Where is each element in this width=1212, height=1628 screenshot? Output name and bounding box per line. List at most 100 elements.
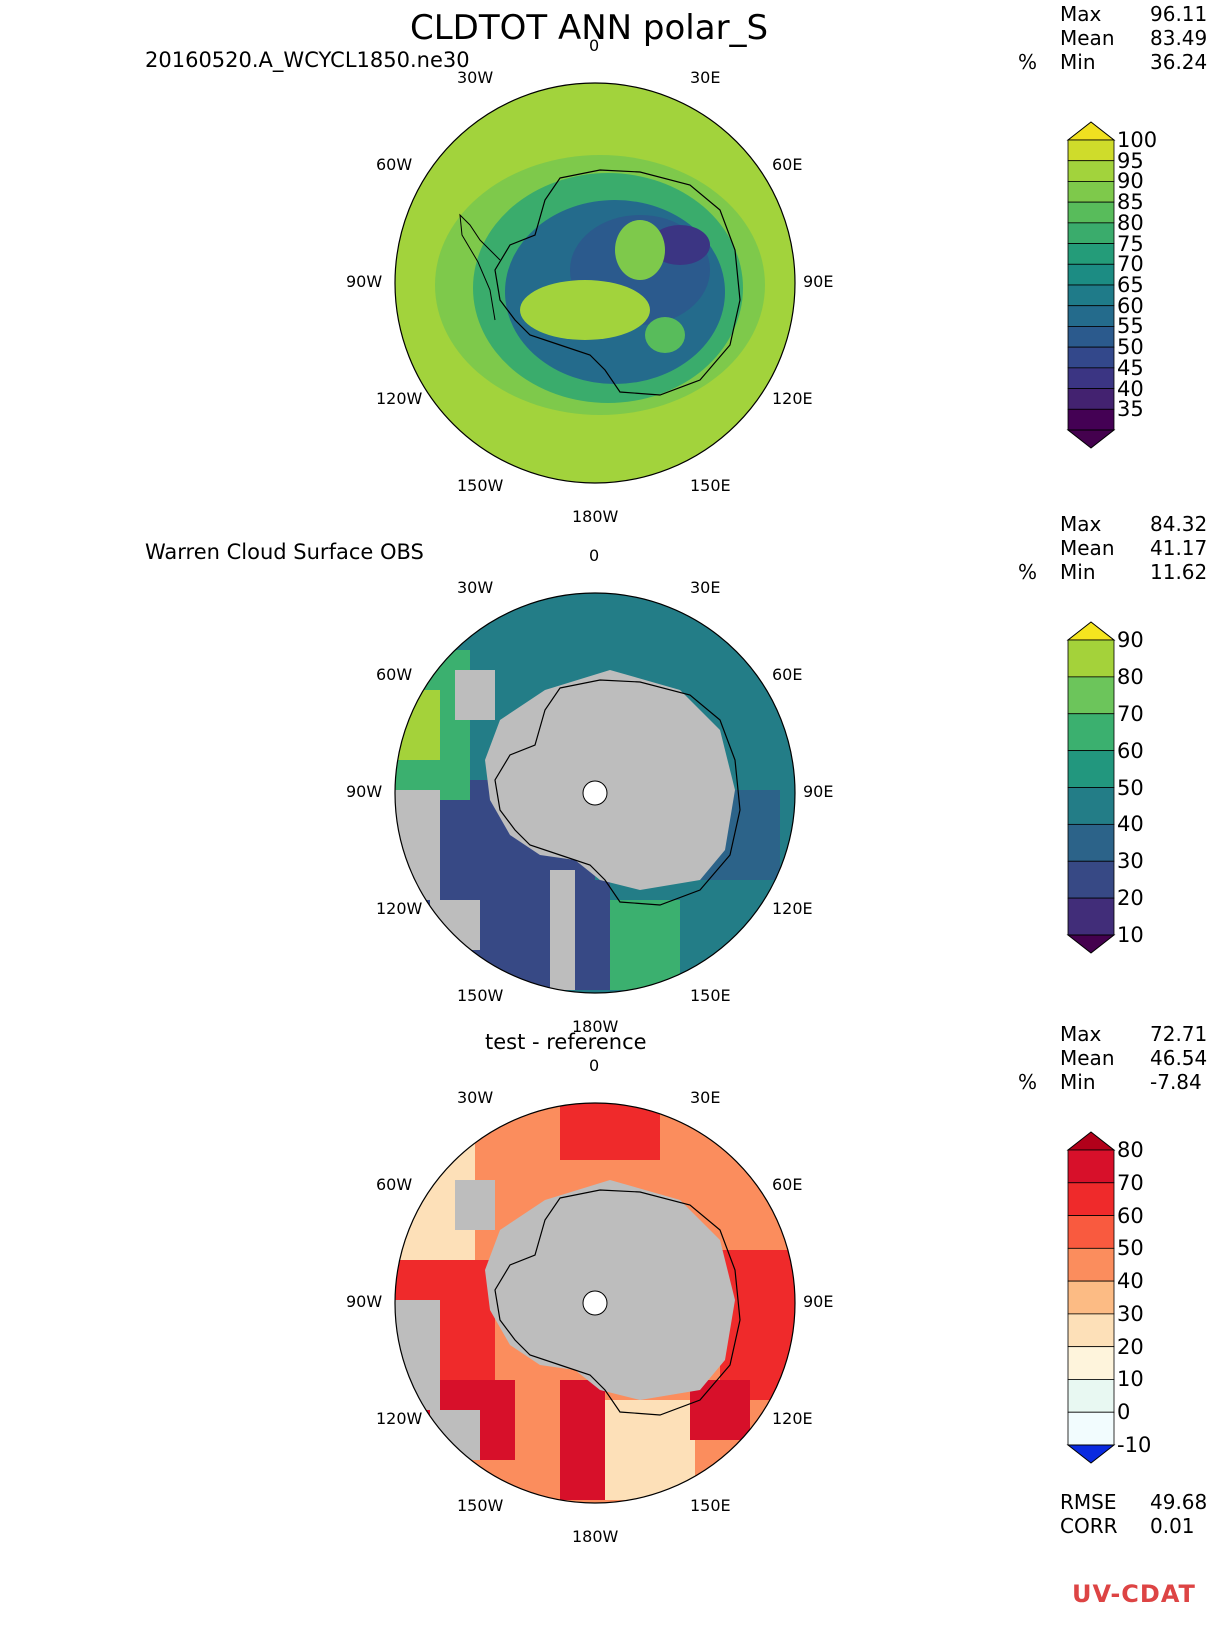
lon-label: 0	[589, 36, 600, 55]
colorbar-tick-label: 70	[1117, 252, 1144, 277]
colorbar-swatch	[1067, 1247, 1115, 1282]
colorbar-swatch	[1067, 676, 1115, 715]
colorbar-tick-label: 20	[1117, 1334, 1144, 1359]
rmse-value: 49.68	[1150, 1490, 1208, 1514]
colorbar-tick-label: 45	[1117, 355, 1144, 380]
lon-label: 90E	[803, 1292, 834, 1311]
pole-marker	[582, 1290, 608, 1316]
lon-label: 0	[589, 1056, 600, 1075]
antarctica-coastline	[494, 169, 741, 396]
colorbar-tick-label: 70	[1117, 701, 1144, 726]
antarctica-coastline	[494, 1189, 741, 1416]
colorbar-tick-label: 60	[1117, 293, 1144, 318]
stat-label: Min	[1060, 50, 1096, 74]
colorbar-swatch	[1067, 897, 1115, 936]
colorbar-tick-label: 20	[1117, 886, 1144, 911]
colorbar-swatch	[1067, 1346, 1115, 1380]
colorbar-swatch	[1067, 305, 1115, 327]
colorbar-swatch	[1067, 639, 1115, 678]
lon-label: 120E	[772, 1409, 813, 1428]
antarctica-coastline	[494, 679, 741, 906]
colorbar-swatch	[1067, 263, 1115, 286]
colorbar-tick-label: 30	[1117, 849, 1144, 874]
colorbar-swatch	[1067, 346, 1115, 369]
stat-label: Max	[1060, 1022, 1102, 1046]
colorbar-swatch	[1067, 222, 1115, 244]
lon-label: 90W	[346, 272, 383, 291]
lon-label: 180W	[572, 1017, 619, 1036]
lon-label: 60E	[772, 665, 803, 684]
stat-label: Min	[1060, 560, 1096, 584]
pole-marker	[582, 780, 608, 806]
colorbar-swatch	[1067, 1215, 1115, 1249]
colorbar-swatch	[1067, 367, 1115, 389]
colorbar-tick-label: 60	[1117, 1203, 1144, 1228]
colorbar-swatch	[1067, 388, 1115, 410]
test-map	[394, 82, 796, 484]
test-colorbar	[1066, 121, 1116, 449]
stat-label: Mean	[1060, 26, 1115, 50]
lon-label: 90W	[346, 782, 383, 801]
stat-label: Max	[1060, 2, 1102, 26]
lon-label: 90E	[803, 272, 834, 291]
lon-label: 150W	[457, 986, 504, 1005]
colorbar-tick-label: 65	[1117, 273, 1144, 297]
stat-label: Mean	[1060, 1046, 1115, 1070]
colorbar-under-arrow	[1066, 1444, 1116, 1464]
colorbar-swatch	[1067, 284, 1115, 307]
stat-value: 84.32	[1150, 512, 1208, 536]
lon-label: 60E	[772, 155, 803, 174]
reference-map	[394, 592, 796, 994]
colorbar-swatch	[1067, 787, 1115, 825]
lon-label: 60W	[376, 1175, 413, 1194]
lon-label: 150E	[690, 1496, 731, 1515]
lon-label: 60W	[376, 155, 413, 174]
page-title: CLDTOT ANN polar_S	[410, 8, 769, 48]
colorbar-tick-label: 90	[1117, 628, 1144, 652]
colorbar-tick-label: 10	[1117, 1367, 1144, 1392]
colorbar-tick-label: 90	[1117, 169, 1144, 194]
stat-value: 11.62	[1150, 560, 1208, 584]
colorbar-swatch	[1067, 201, 1115, 224]
colorbar-swatch	[1067, 1411, 1115, 1446]
lon-label: 150W	[457, 1496, 504, 1515]
stat-value: 36.24	[1150, 50, 1208, 74]
lon-label: 120E	[772, 899, 813, 918]
stat-units: %	[1018, 560, 1038, 584]
stat-label: Mean	[1060, 536, 1115, 560]
colorbar-tick-label: 50	[1117, 335, 1144, 360]
colorbar-under-arrow	[1066, 934, 1116, 954]
colorbar-swatch	[1067, 750, 1115, 788]
rmse-label: RMSE	[1060, 1490, 1117, 1514]
stat-label: Max	[1060, 512, 1102, 536]
colorbar-over-arrow	[1066, 121, 1116, 141]
colorbar-swatch	[1067, 823, 1115, 862]
lon-label: 120E	[772, 389, 813, 408]
colorbar-swatch	[1067, 326, 1115, 348]
colorbar-swatch	[1067, 1182, 1115, 1216]
colorbar-tick-label: 50	[1117, 775, 1144, 800]
lon-label: 150E	[690, 476, 731, 495]
stat-value: 83.49	[1150, 26, 1208, 50]
lon-label: 60E	[772, 1175, 803, 1194]
colorbar-tick-label: 55	[1117, 314, 1144, 339]
colorbar-tick-label: 0	[1117, 1400, 1131, 1425]
colorbar-tick-label: 75	[1117, 231, 1144, 256]
colorbar-tick-label: 95	[1117, 148, 1144, 173]
colorbar-under-arrow	[1066, 429, 1116, 449]
stat-value: 72.71	[1150, 1022, 1208, 1046]
colorbar-tick-label: 40	[1117, 812, 1144, 837]
lon-label: 120W	[376, 1409, 423, 1428]
stat-value: -7.84	[1150, 1070, 1202, 1094]
corr-value: 0.01	[1150, 1514, 1195, 1538]
reference-colorbar	[1066, 621, 1116, 954]
lon-label: 120W	[376, 389, 423, 408]
diff-subtitle: test - reference	[485, 1030, 647, 1054]
colorbar-swatch	[1067, 408, 1115, 431]
lon-label: 30E	[690, 1088, 721, 1107]
colorbar-swatch	[1067, 1313, 1115, 1348]
stat-value: 46.54	[1150, 1046, 1208, 1070]
lon-label: 30W	[457, 578, 494, 597]
colorbar-tick-label: -10	[1117, 1433, 1152, 1457]
colorbar-tick-label: 10	[1117, 923, 1144, 947]
